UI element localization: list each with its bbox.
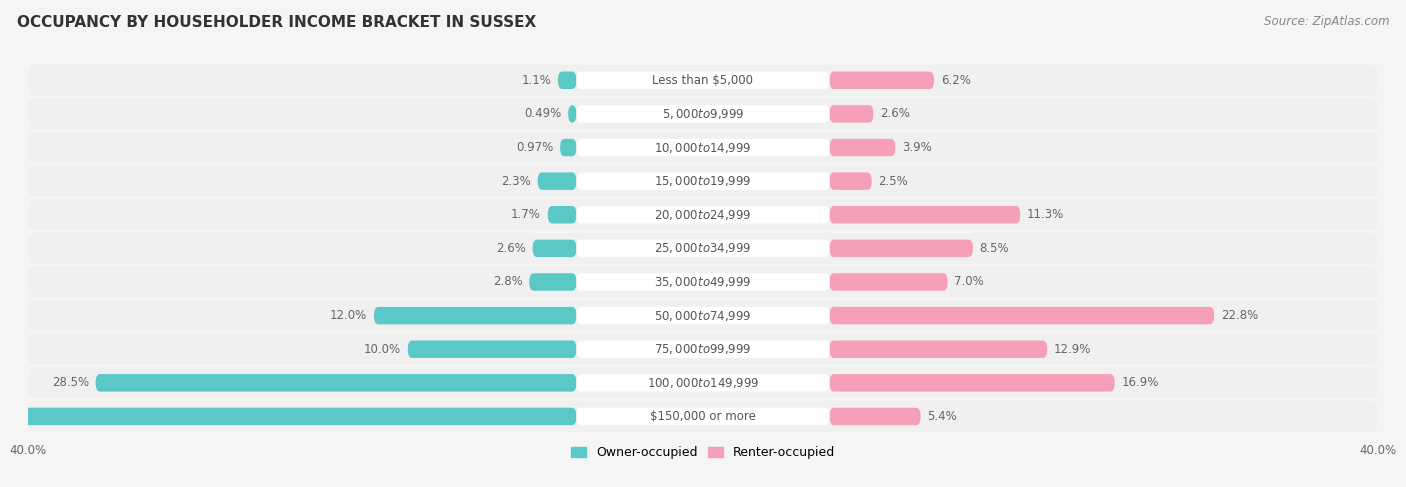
FancyBboxPatch shape [537,172,576,190]
FancyBboxPatch shape [28,300,1378,331]
Text: 2.5%: 2.5% [879,175,908,187]
FancyBboxPatch shape [830,307,1215,324]
Text: 11.3%: 11.3% [1026,208,1064,221]
FancyBboxPatch shape [830,206,1021,224]
FancyBboxPatch shape [558,72,576,89]
FancyBboxPatch shape [576,139,830,156]
FancyBboxPatch shape [374,307,576,324]
FancyBboxPatch shape [0,408,576,425]
Text: $10,000 to $14,999: $10,000 to $14,999 [654,141,752,154]
FancyBboxPatch shape [576,206,830,224]
Text: $25,000 to $34,999: $25,000 to $34,999 [654,242,752,255]
Text: $50,000 to $74,999: $50,000 to $74,999 [654,309,752,322]
FancyBboxPatch shape [576,105,830,123]
Text: $100,000 to $149,999: $100,000 to $149,999 [647,376,759,390]
Text: 2.6%: 2.6% [880,108,910,120]
Text: $15,000 to $19,999: $15,000 to $19,999 [654,174,752,188]
FancyBboxPatch shape [28,166,1378,197]
FancyBboxPatch shape [830,273,948,291]
FancyBboxPatch shape [28,98,1378,130]
Text: 16.9%: 16.9% [1122,376,1159,389]
FancyBboxPatch shape [533,240,576,257]
Text: OCCUPANCY BY HOUSEHOLDER INCOME BRACKET IN SUSSEX: OCCUPANCY BY HOUSEHOLDER INCOME BRACKET … [17,15,536,30]
FancyBboxPatch shape [568,105,576,123]
FancyBboxPatch shape [28,233,1378,264]
Text: 7.0%: 7.0% [955,276,984,288]
Legend: Owner-occupied, Renter-occupied: Owner-occupied, Renter-occupied [567,441,839,464]
FancyBboxPatch shape [576,72,830,89]
Text: $75,000 to $99,999: $75,000 to $99,999 [654,342,752,356]
FancyBboxPatch shape [28,334,1378,365]
FancyBboxPatch shape [576,273,830,291]
Text: 0.97%: 0.97% [516,141,554,154]
Text: $150,000 or more: $150,000 or more [650,410,756,423]
Text: 22.8%: 22.8% [1220,309,1258,322]
Text: 6.2%: 6.2% [941,74,970,87]
Text: 8.5%: 8.5% [980,242,1010,255]
FancyBboxPatch shape [576,408,830,425]
FancyBboxPatch shape [830,72,934,89]
Text: 1.1%: 1.1% [522,74,551,87]
FancyBboxPatch shape [28,132,1378,163]
Text: 2.8%: 2.8% [492,276,523,288]
Text: 0.49%: 0.49% [524,108,561,120]
FancyBboxPatch shape [560,139,576,156]
FancyBboxPatch shape [548,206,576,224]
Text: 12.9%: 12.9% [1054,343,1091,356]
FancyBboxPatch shape [28,266,1378,298]
FancyBboxPatch shape [28,367,1378,398]
FancyBboxPatch shape [830,105,873,123]
Text: $20,000 to $24,999: $20,000 to $24,999 [654,208,752,222]
Text: 12.0%: 12.0% [330,309,367,322]
FancyBboxPatch shape [830,374,1115,392]
FancyBboxPatch shape [28,65,1378,96]
FancyBboxPatch shape [28,199,1378,230]
Text: 10.0%: 10.0% [364,343,401,356]
FancyBboxPatch shape [576,340,830,358]
FancyBboxPatch shape [408,340,576,358]
FancyBboxPatch shape [96,374,576,392]
FancyBboxPatch shape [830,139,896,156]
Text: Less than $5,000: Less than $5,000 [652,74,754,87]
Text: $5,000 to $9,999: $5,000 to $9,999 [662,107,744,121]
FancyBboxPatch shape [576,307,830,324]
FancyBboxPatch shape [576,240,830,257]
Text: 2.3%: 2.3% [501,175,531,187]
Text: $35,000 to $49,999: $35,000 to $49,999 [654,275,752,289]
Text: 3.9%: 3.9% [903,141,932,154]
FancyBboxPatch shape [529,273,576,291]
FancyBboxPatch shape [28,401,1378,432]
FancyBboxPatch shape [576,374,830,392]
Text: 2.6%: 2.6% [496,242,526,255]
Text: 1.7%: 1.7% [512,208,541,221]
FancyBboxPatch shape [830,340,1047,358]
Text: 28.5%: 28.5% [52,376,89,389]
FancyBboxPatch shape [830,408,921,425]
FancyBboxPatch shape [830,172,872,190]
FancyBboxPatch shape [830,240,973,257]
Text: Source: ZipAtlas.com: Source: ZipAtlas.com [1264,15,1389,28]
Text: 5.4%: 5.4% [928,410,957,423]
FancyBboxPatch shape [576,172,830,190]
